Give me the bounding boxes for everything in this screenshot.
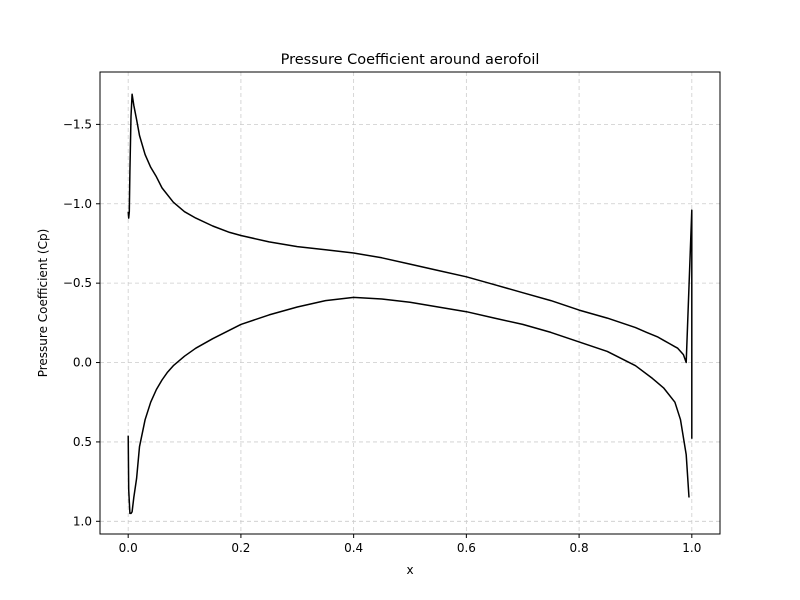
- y-tick-label: 0.5: [73, 435, 92, 449]
- y-tick-label: −1.0: [63, 197, 92, 211]
- x-tick-label: 1.0: [682, 541, 701, 555]
- x-axis-label: x: [406, 563, 413, 577]
- x-axis: 0.0 0.2 0.4 0.6 0.8 1.0: [119, 534, 701, 555]
- y-axis: −1.5 −1.0 −0.5 0.0 0.5 1.0: [63, 117, 100, 528]
- x-tick-label: 0.4: [344, 541, 363, 555]
- plot-area-frame: [99, 71, 721, 535]
- y-axis-label: Pressure Coefficient (Cp): [36, 229, 50, 378]
- x-tick-label: 0.2: [231, 541, 250, 555]
- y-tick-label: 0.0: [73, 356, 92, 370]
- series-line-2: [127, 296, 690, 515]
- chart-title: Pressure Coefficient around aerofoil: [281, 52, 540, 68]
- y-tick-label: −0.5: [63, 276, 92, 290]
- x-tick-label: 0.0: [119, 541, 138, 555]
- y-tick-label: −1.5: [63, 117, 92, 131]
- x-tick-label: 0.6: [457, 541, 476, 555]
- series-layer: [127, 93, 693, 515]
- y-tick-label: 1.0: [73, 514, 92, 528]
- x-tick-label: 0.8: [570, 541, 589, 555]
- series-line-1: [127, 93, 693, 439]
